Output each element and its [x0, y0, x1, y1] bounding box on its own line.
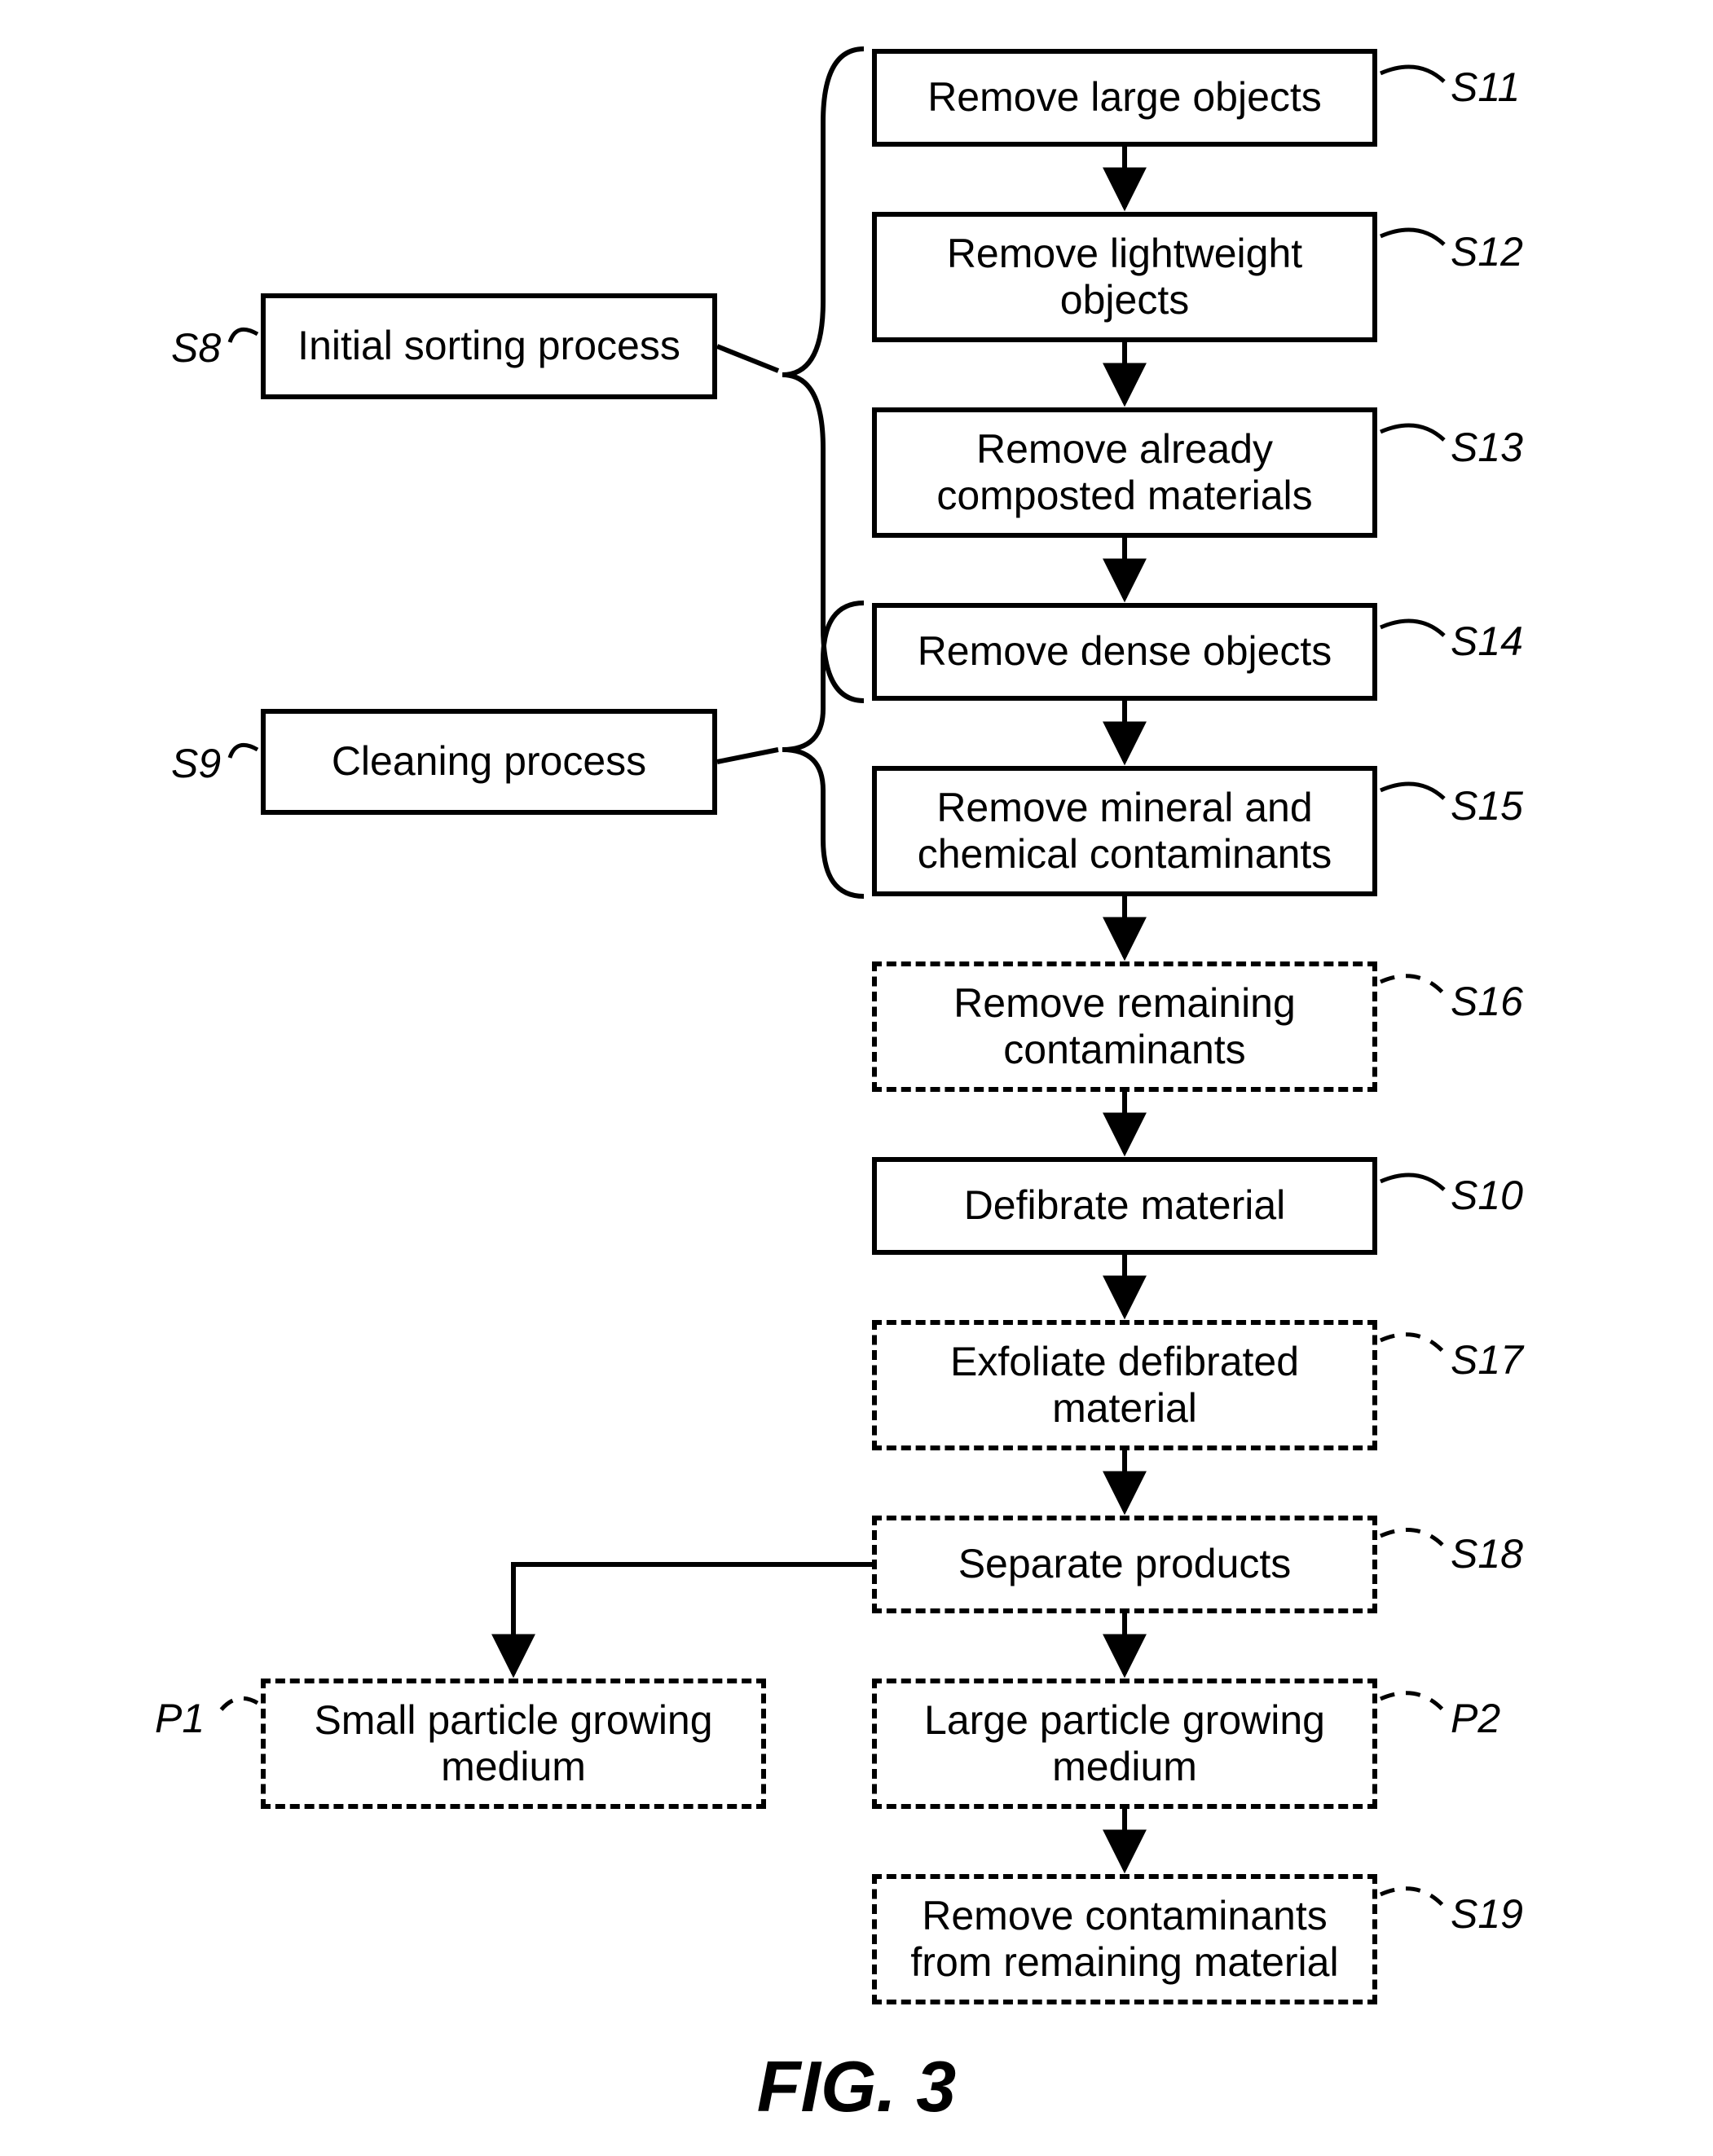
label-s8: S8 [171, 324, 221, 372]
label-s13: S13 [1451, 424, 1523, 471]
box-s18: Separate products [872, 1516, 1377, 1613]
box-s17-text: Exfoliate defibrated material [893, 1339, 1356, 1432]
label-s15: S15 [1451, 782, 1523, 829]
box-p1-text: Small particle growing medium [282, 1697, 745, 1791]
connectors-overlay [0, 0, 1713, 2156]
box-s9-text: Cleaning process [332, 738, 646, 785]
box-s10-text: Defibrate material [964, 1182, 1286, 1230]
figure-caption: FIG. 3 [0, 2045, 1713, 2128]
label-s9: S9 [171, 740, 221, 787]
box-s12: Remove lightweight objects [872, 212, 1377, 342]
label-p2: P2 [1451, 1695, 1500, 1742]
box-s11-text: Remove large objects [927, 74, 1322, 121]
label-s19: S19 [1451, 1890, 1523, 1938]
box-s16: Remove remaining contaminants [872, 961, 1377, 1092]
label-s17: S17 [1451, 1336, 1523, 1384]
box-s15-text: Remove mineral and chemical contaminants [893, 785, 1356, 878]
box-s15: Remove mineral and chemical contaminants [872, 766, 1377, 896]
box-p2: Large particle growing medium [872, 1679, 1377, 1809]
box-s17: Exfoliate defibrated material [872, 1320, 1377, 1450]
box-s8: Initial sorting process [261, 293, 717, 399]
box-s13-text: Remove already composted materials [893, 426, 1356, 520]
box-s11: Remove large objects [872, 49, 1377, 147]
box-s18-text: Separate products [958, 1541, 1292, 1588]
box-s19: Remove contaminants from remaining mater… [872, 1874, 1377, 2004]
label-s11: S11 [1451, 64, 1520, 111]
figure-canvas: Initial sorting process Cleaning process… [0, 0, 1713, 2156]
label-s12: S12 [1451, 228, 1523, 275]
box-p1: Small particle growing medium [261, 1679, 766, 1809]
box-s14-text: Remove dense objects [918, 628, 1332, 675]
box-s16-text: Remove remaining contaminants [893, 980, 1356, 1074]
box-s13: Remove already composted materials [872, 407, 1377, 538]
label-p1: P1 [155, 1695, 205, 1742]
label-s16: S16 [1451, 978, 1523, 1025]
box-s9: Cleaning process [261, 709, 717, 815]
label-s14: S14 [1451, 618, 1523, 665]
box-s14: Remove dense objects [872, 603, 1377, 701]
label-s10: S10 [1451, 1172, 1523, 1219]
box-p2-text: Large particle growing medium [893, 1697, 1356, 1791]
box-s10: Defibrate material [872, 1157, 1377, 1255]
box-s19-text: Remove contaminants from remaining mater… [893, 1893, 1356, 1987]
label-s18: S18 [1451, 1530, 1523, 1577]
box-s8-text: Initial sorting process [297, 323, 680, 370]
box-s12-text: Remove lightweight objects [893, 231, 1356, 324]
